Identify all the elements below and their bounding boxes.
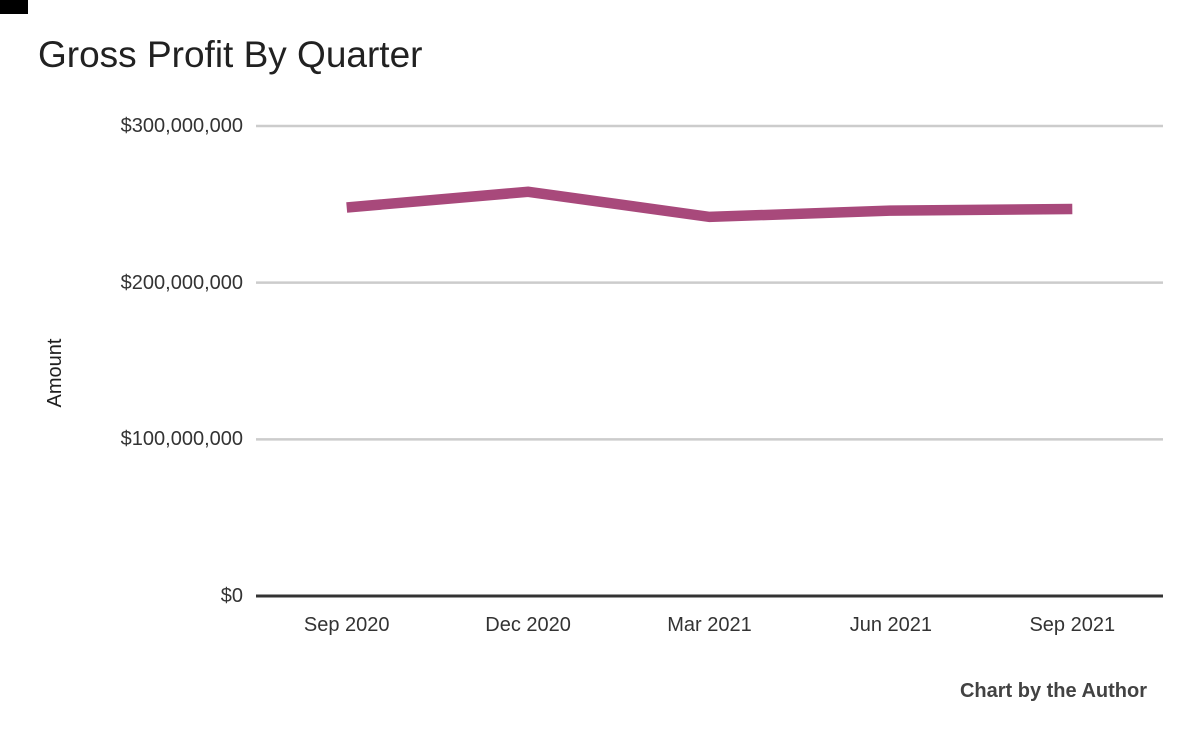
series-line xyxy=(346,186,1073,223)
chart-title: Gross Profit By Quarter xyxy=(38,34,423,75)
x-tick-label: Mar 2021 xyxy=(667,614,752,636)
x-tick-label: Sep 2020 xyxy=(303,614,390,636)
y-tick-label: $200,000,000 xyxy=(120,271,243,294)
x-tick-label: Sep 2021 xyxy=(1029,614,1116,636)
corner-mark xyxy=(0,0,28,14)
x-tick-label: Jun 2021 xyxy=(849,614,933,636)
y-tick-label: $100,000,000 xyxy=(120,428,243,451)
x-tick-label: Dec 2020 xyxy=(485,614,571,636)
y-tick-label: $0 xyxy=(220,585,243,607)
y-tick-label: $300,000,000 xyxy=(120,115,243,137)
credit-text: Chart by the Author xyxy=(959,680,1147,702)
y-axis-title: Amount xyxy=(44,338,66,408)
